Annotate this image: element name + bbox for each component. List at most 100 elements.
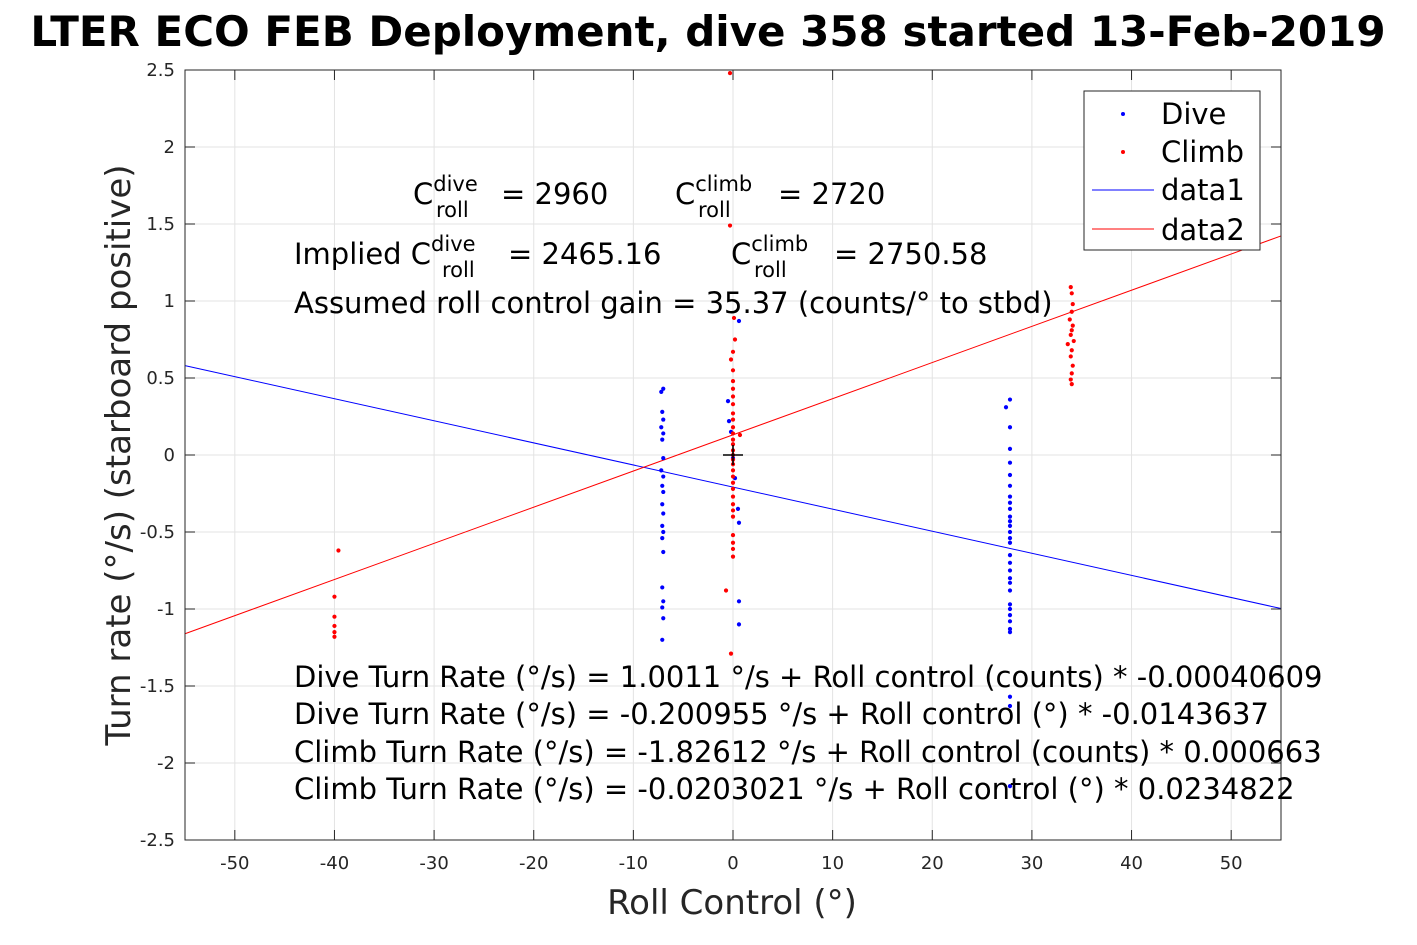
x-tick-label: -20 [519, 853, 548, 874]
dive-point [736, 520, 742, 525]
dive-point [1007, 576, 1013, 581]
dive-point [660, 437, 665, 442]
climb-point [332, 623, 337, 629]
dive-point [1007, 626, 1013, 632]
climb-point [737, 432, 743, 438]
dive-point [1007, 397, 1013, 402]
dive-point [1007, 580, 1013, 585]
climb-point [730, 378, 736, 384]
dive-fit-degrees-annotation: Dive Turn Rate (°/s) = -0.200955 °/s + R… [294, 697, 1269, 731]
dive-point [661, 511, 666, 516]
climb-point [1068, 285, 1073, 290]
climb-point [332, 634, 337, 639]
climb-point [1071, 338, 1076, 344]
x-tick-label: -10 [619, 853, 648, 874]
climb-point [730, 554, 736, 559]
climb-point [730, 508, 736, 513]
climb-point [730, 480, 736, 485]
climb-point [730, 494, 736, 499]
dive-point [725, 399, 731, 404]
x-tick-label: 30 [1020, 853, 1043, 874]
climb-point [730, 514, 736, 519]
dive-point [1007, 536, 1013, 541]
dive-point [1007, 588, 1013, 593]
dive-point [1007, 506, 1013, 511]
dive-point [1007, 553, 1013, 558]
dive-point [661, 599, 666, 604]
dive-point [1007, 514, 1013, 519]
dive-point [1007, 523, 1013, 528]
climb-point [730, 437, 736, 442]
dive-point [661, 431, 666, 436]
y-tick-label: -1.5 [140, 676, 175, 697]
dive-point [1007, 500, 1013, 505]
y-tick-label: -0.5 [140, 522, 175, 543]
dive-point [1007, 519, 1013, 524]
climb-point [730, 468, 736, 473]
climb-point [336, 548, 341, 553]
climb-point [1069, 348, 1074, 353]
dive-point [1007, 694, 1013, 699]
legend-climb-marker [1121, 150, 1125, 154]
climb-point [730, 402, 736, 407]
dive-point [1007, 472, 1013, 478]
x-tick-label: 0 [727, 853, 738, 874]
climb-point [730, 442, 736, 447]
climb-point [730, 431, 736, 436]
climb-point [332, 594, 337, 599]
dive-point [1007, 619, 1013, 624]
x-tick-label: -50 [220, 853, 249, 874]
x-tick-label: 50 [1220, 853, 1243, 874]
x-tick-label: -40 [320, 853, 349, 874]
climb-point [727, 223, 733, 228]
climb-point [730, 532, 736, 538]
dive-point [1007, 483, 1013, 488]
dive-point [661, 549, 666, 555]
climb-point [730, 386, 736, 391]
y-tick-label: 0 [164, 445, 175, 466]
climb-point [730, 502, 736, 507]
y-tick-label: 2.5 [146, 60, 175, 81]
climb-point [332, 630, 337, 635]
data-points [332, 70, 1076, 789]
dive-point [661, 529, 666, 535]
climb-point [1068, 332, 1073, 337]
climb-point [731, 315, 737, 321]
climb-point [730, 394, 736, 399]
legend-data1-label: data1 [1161, 173, 1245, 207]
climb-point [1068, 377, 1073, 382]
legend-box [1083, 90, 1261, 251]
dive-point [659, 425, 664, 430]
climb-point [1065, 342, 1070, 347]
y-tick-label: 1 [164, 291, 175, 312]
climb-point [1070, 323, 1075, 328]
implied-dive-annotation: Implied Cdive roll = 2465.16 [294, 232, 661, 282]
climb-point [332, 614, 337, 619]
x-tick-label: 10 [821, 853, 844, 874]
dive-point [1007, 540, 1013, 545]
climb-point [1069, 291, 1074, 296]
dive-point [661, 455, 666, 461]
dive-point [661, 616, 666, 621]
c-climb-annotation: Cclimb roll = 2720 [675, 172, 885, 222]
dive-point [661, 474, 666, 479]
annotation-text: Cdive roll = 2960 Cclimb roll = 2720 Implied… [294, 172, 1322, 806]
dive-point [659, 389, 664, 394]
dive-point [1007, 784, 1013, 789]
implied-climb-annotation: Cclimb roll = 2750.58 [731, 232, 987, 282]
y-tick-label: 0.5 [146, 368, 175, 389]
dive-point [1003, 405, 1009, 410]
c-dive-annotation: Cdive roll = 2960 [413, 172, 608, 222]
axis-ticks: -50 -40 -30 -20 -10 0 10 20 30 40 50-2.5-2-1.5-1-0… [140, 60, 1281, 874]
y-axis-label: Turn rate (°/s) (starboard positive) [99, 164, 139, 746]
legend-dive-marker [1121, 112, 1125, 116]
dive-point [659, 468, 664, 473]
dive-point [1007, 606, 1013, 612]
dive-point [1007, 630, 1013, 635]
origin-marker-layer [723, 445, 743, 465]
climb-point [730, 540, 736, 545]
dive-point [661, 417, 666, 422]
dive-point [660, 409, 665, 414]
climb-point [1069, 382, 1074, 387]
